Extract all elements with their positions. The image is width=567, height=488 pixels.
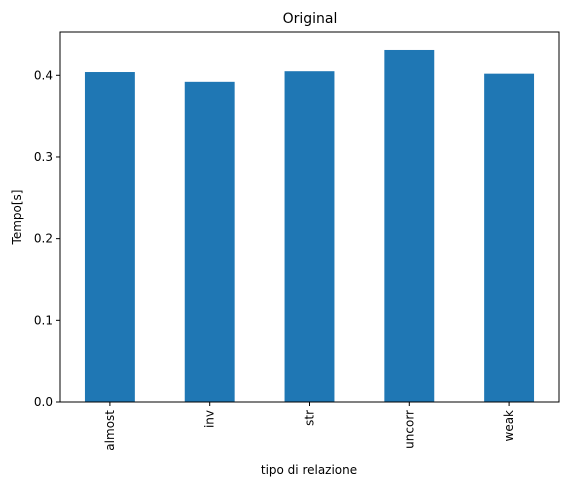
y-tick-label: 0.3 [34,150,53,164]
bar-almost [84,72,135,403]
bar-inv [184,81,235,403]
bars-group [84,49,535,403]
y-tick-label: 0.1 [34,313,53,327]
x-axis-label: tipo di relazione [261,463,357,477]
x-axis: almost inv str uncorr weak [103,402,516,451]
x-tick-label: str [303,410,317,426]
bar-uncorr [384,49,435,403]
y-tick-label: 0.2 [34,232,53,246]
chart-title: Original [283,11,338,27]
x-tick-label: weak [502,410,516,442]
y-tick-label: 0.4 [34,68,53,82]
x-tick-label: almost [103,410,117,451]
y-axis-label: Tempo[s] [10,190,24,246]
bar-str [284,71,335,403]
y-axis: 0.0 0.1 0.2 0.3 0.4 [34,68,60,409]
bar-weak [484,73,535,402]
x-tick-label: inv [203,410,217,428]
x-tick-label: uncorr [402,410,416,449]
y-tick-label: 0.0 [34,395,53,409]
